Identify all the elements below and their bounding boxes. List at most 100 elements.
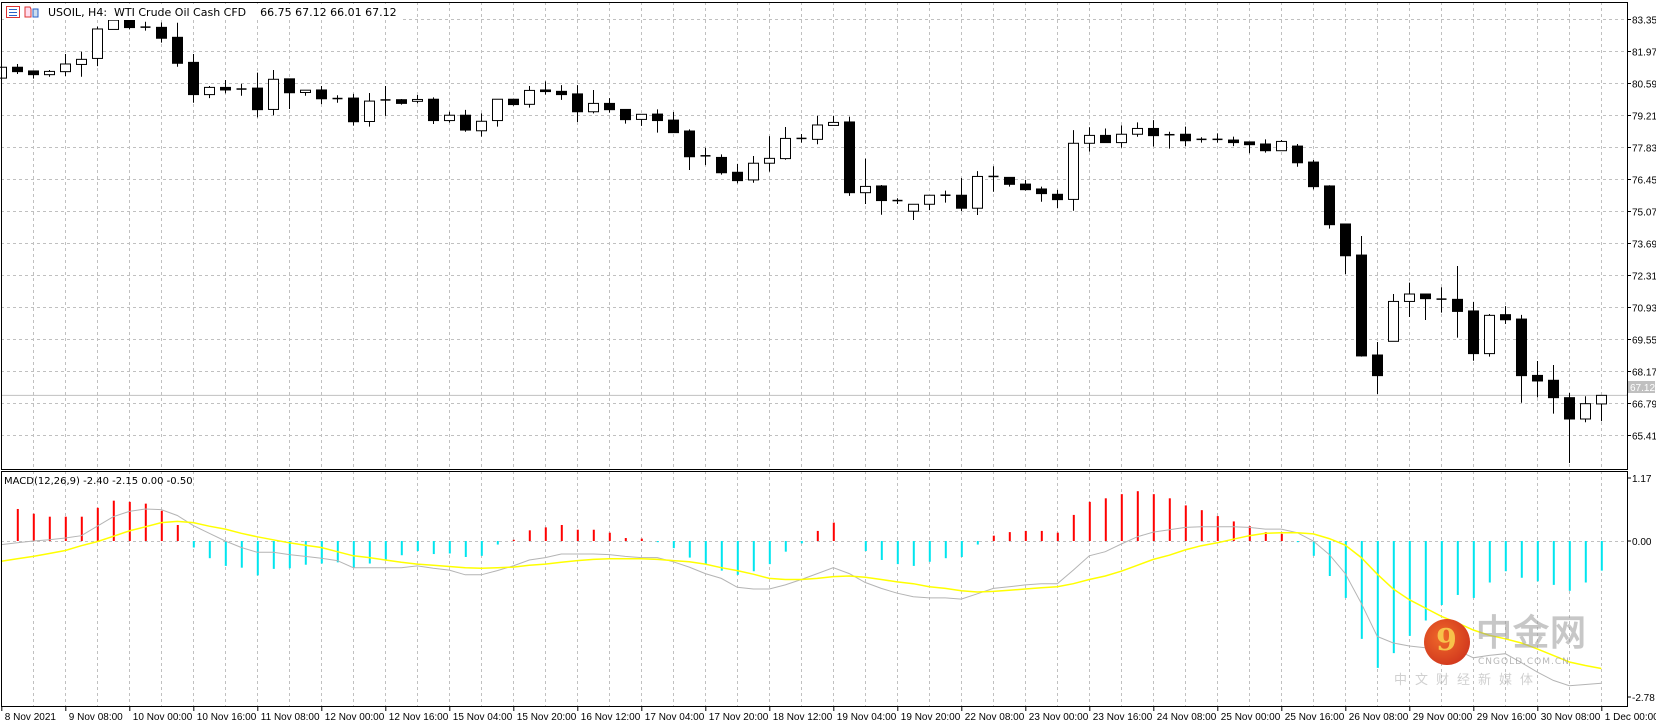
time-tick-label: 26 Nov 08:00 <box>1349 712 1409 723</box>
candle-body-bear <box>1356 254 1367 357</box>
candle <box>1244 141 1255 154</box>
price-tick-label: 65.41 <box>1632 432 1656 443</box>
candle-body-bear <box>1100 134 1111 144</box>
chart-template-icon[interactable] <box>24 6 40 18</box>
candle <box>540 81 551 95</box>
list-icon[interactable] <box>6 6 20 18</box>
time-tick-label: 23 Nov 16:00 <box>1093 712 1153 723</box>
time-tick-label: 10 Nov 16:00 <box>197 712 257 723</box>
candle-body-bear <box>1260 143 1271 152</box>
price-tick-label: 75.07 <box>1632 208 1656 219</box>
candle-body-bull <box>1580 403 1591 420</box>
candle-body-bull <box>908 203 919 212</box>
candle <box>1292 143 1303 167</box>
candle <box>0 66 7 81</box>
price-tick-label: 68.17 <box>1632 368 1656 379</box>
time-tick-label: 23 Nov 00:00 <box>1029 712 1089 723</box>
candle-body-bear <box>572 93 583 113</box>
candle <box>1308 159 1319 190</box>
candle <box>188 54 199 103</box>
candle <box>1388 294 1399 342</box>
candle <box>1516 314 1527 403</box>
candle <box>1036 186 1047 202</box>
candle-body-bear <box>1180 133 1191 142</box>
candle-body-bear <box>252 87 263 111</box>
candle <box>1164 131 1175 149</box>
candle-body-bear <box>876 185 887 202</box>
candle-body-bear <box>1452 298 1463 312</box>
candle-body-bear <box>620 108 631 121</box>
candle-body-bull <box>860 185 871 194</box>
price-tick-label: 83.35 <box>1632 16 1656 27</box>
candle <box>972 171 983 215</box>
candle-body-bull <box>444 114 455 122</box>
candle <box>1020 179 1031 191</box>
candle <box>332 95 343 103</box>
candle <box>220 79 231 94</box>
candle-body-bull <box>476 120 487 132</box>
candle-body-bull <box>268 78 279 110</box>
candle <box>860 158 871 205</box>
candle <box>44 70 55 77</box>
candle <box>1436 287 1447 313</box>
candle <box>1580 396 1591 423</box>
candle <box>1596 394 1607 422</box>
candle <box>1468 301 1479 361</box>
macd-axis: 1.17 0.00 -2.78 <box>1627 474 1655 704</box>
candle-body-bull <box>812 124 823 140</box>
current-price-label: 67.12 <box>1630 383 1655 394</box>
candle-body-bear <box>28 70 39 76</box>
candle <box>1372 342 1383 394</box>
candle-body-bull <box>1484 314 1495 355</box>
time-tick-label: 29 Nov 00:00 <box>1413 712 1473 723</box>
candle <box>172 22 183 67</box>
candle <box>604 98 615 113</box>
candle <box>924 194 935 211</box>
candle <box>636 113 647 126</box>
candle <box>1356 236 1367 357</box>
time-tick-label: 15 Nov 20:00 <box>517 712 577 723</box>
candle-body-bull <box>204 86 215 96</box>
price-tick-label: 66.79 <box>1632 400 1656 411</box>
grid <box>1 2 1627 706</box>
time-tick-label: 24 Nov 08:00 <box>1157 712 1217 723</box>
candle-body-bear <box>732 171 743 182</box>
candle <box>140 21 151 31</box>
candle <box>1084 127 1095 152</box>
price-tick-label: 69.55 <box>1632 336 1656 347</box>
candle-body-bear <box>1372 354 1383 377</box>
macd-tick-label: 0.00 <box>1632 537 1652 548</box>
candle-body-bear <box>1340 223 1351 257</box>
candle <box>844 116 855 196</box>
candle <box>812 115 823 145</box>
candle-body-bear <box>1548 379 1559 399</box>
time-tick-label: 15 Nov 04:00 <box>453 712 513 723</box>
time-tick-label: 19 Nov 20:00 <box>901 712 961 723</box>
candle <box>1324 185 1335 229</box>
time-tick-label: 8 Nov 2021 <box>5 712 57 723</box>
candle <box>668 111 679 134</box>
candle-body-bear <box>716 156 727 174</box>
price-tick-label: 72.31 <box>1632 272 1656 283</box>
time-tick-label: 25 Nov 00:00 <box>1221 712 1281 723</box>
candle <box>828 115 839 126</box>
time-tick-label: 18 Nov 12:00 <box>773 712 833 723</box>
logo-domain: CNGOLD.COM.CN <box>1478 657 1570 667</box>
candle <box>1212 133 1223 143</box>
candle <box>572 85 583 122</box>
candle-body-bear <box>1532 374 1543 382</box>
candle-body-bear <box>1036 188 1047 195</box>
candle-body-bull <box>924 194 935 205</box>
price-tick-label: 73.69 <box>1632 240 1656 251</box>
candle-body-bull <box>1388 300 1399 342</box>
candle-body-bear <box>316 89 327 100</box>
candle-body-bear <box>1516 318 1527 377</box>
candle-body-bear <box>348 97 359 123</box>
candle-body-bear <box>1052 193 1063 201</box>
candle-body-bear <box>172 36 183 64</box>
candle <box>1420 293 1431 320</box>
candle-body-bull <box>1068 142 1079 200</box>
candle <box>1148 120 1159 147</box>
candle-body-bear <box>844 121 855 194</box>
